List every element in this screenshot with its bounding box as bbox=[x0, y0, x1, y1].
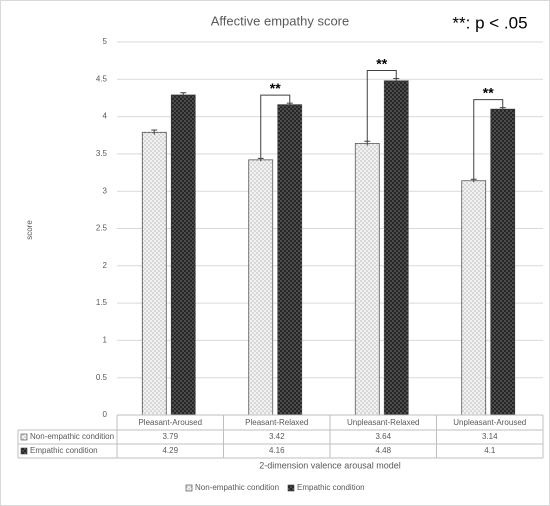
y-tick-label: 2 bbox=[103, 261, 108, 270]
y-tick-label: 4 bbox=[103, 112, 108, 121]
significance-note: **: p < .05 bbox=[452, 13, 527, 32]
x-tick-label: Unpleasant-Relaxed bbox=[347, 418, 420, 427]
significance-label: ** bbox=[270, 80, 281, 96]
significance-label: ** bbox=[376, 55, 387, 71]
y-tick-label: 3 bbox=[103, 186, 108, 195]
bar bbox=[141, 131, 167, 416]
x-axis-label: 2-dimension valence arousal model bbox=[259, 460, 401, 470]
table-legend-key bbox=[20, 447, 28, 455]
significance-bracket bbox=[260, 94, 291, 159]
table-cell: 3.79 bbox=[162, 432, 178, 441]
y-tick-label: 5 bbox=[103, 37, 108, 46]
significance-label: ** bbox=[483, 84, 494, 100]
y-tick-label: 1 bbox=[103, 336, 108, 345]
table-cell: 4.1 bbox=[484, 446, 496, 455]
bar bbox=[461, 180, 487, 416]
table-legend-key bbox=[20, 433, 28, 441]
legend-label: Empathic condition bbox=[297, 483, 365, 492]
error-bar bbox=[180, 92, 187, 98]
x-tick-label: Pleasant-Aroused bbox=[138, 418, 202, 427]
bar bbox=[277, 104, 303, 416]
table-row-header: Empathic condition bbox=[30, 446, 98, 455]
table-cell: 3.64 bbox=[375, 432, 391, 441]
bar bbox=[490, 108, 516, 416]
legend-key bbox=[287, 484, 295, 492]
table-cell: 3.42 bbox=[269, 432, 285, 441]
significance-bracket bbox=[473, 99, 504, 180]
table-cell: 4.48 bbox=[375, 446, 391, 455]
y-tick-label: 0.5 bbox=[96, 373, 108, 382]
significance-bracket bbox=[366, 70, 397, 142]
y-tick-label: 0 bbox=[103, 410, 108, 419]
table-row-header: Non-empathic condition bbox=[30, 432, 114, 441]
x-tick-label: Unpleasant-Aroused bbox=[453, 418, 526, 427]
y-tick-label: 3.5 bbox=[96, 149, 108, 158]
x-tick-label: Pleasant-Relaxed bbox=[245, 418, 308, 427]
legend-key bbox=[185, 484, 193, 492]
y-tick-label: 1.5 bbox=[96, 298, 108, 307]
y-tick-label: 4.5 bbox=[96, 74, 108, 83]
y-axis-label: score bbox=[25, 220, 34, 240]
legend-label: Non-empathic condition bbox=[195, 483, 279, 492]
chart-title: Affective empathy score bbox=[211, 13, 350, 28]
bar bbox=[170, 94, 196, 416]
table-cell: 4.16 bbox=[269, 446, 285, 455]
y-tick-label: 2.5 bbox=[96, 224, 108, 233]
table-cell: 3.14 bbox=[482, 432, 498, 441]
bar bbox=[248, 159, 274, 416]
bar bbox=[354, 143, 380, 416]
table-cell: 4.29 bbox=[162, 446, 178, 455]
bar bbox=[383, 80, 409, 416]
error-bar bbox=[151, 129, 158, 135]
